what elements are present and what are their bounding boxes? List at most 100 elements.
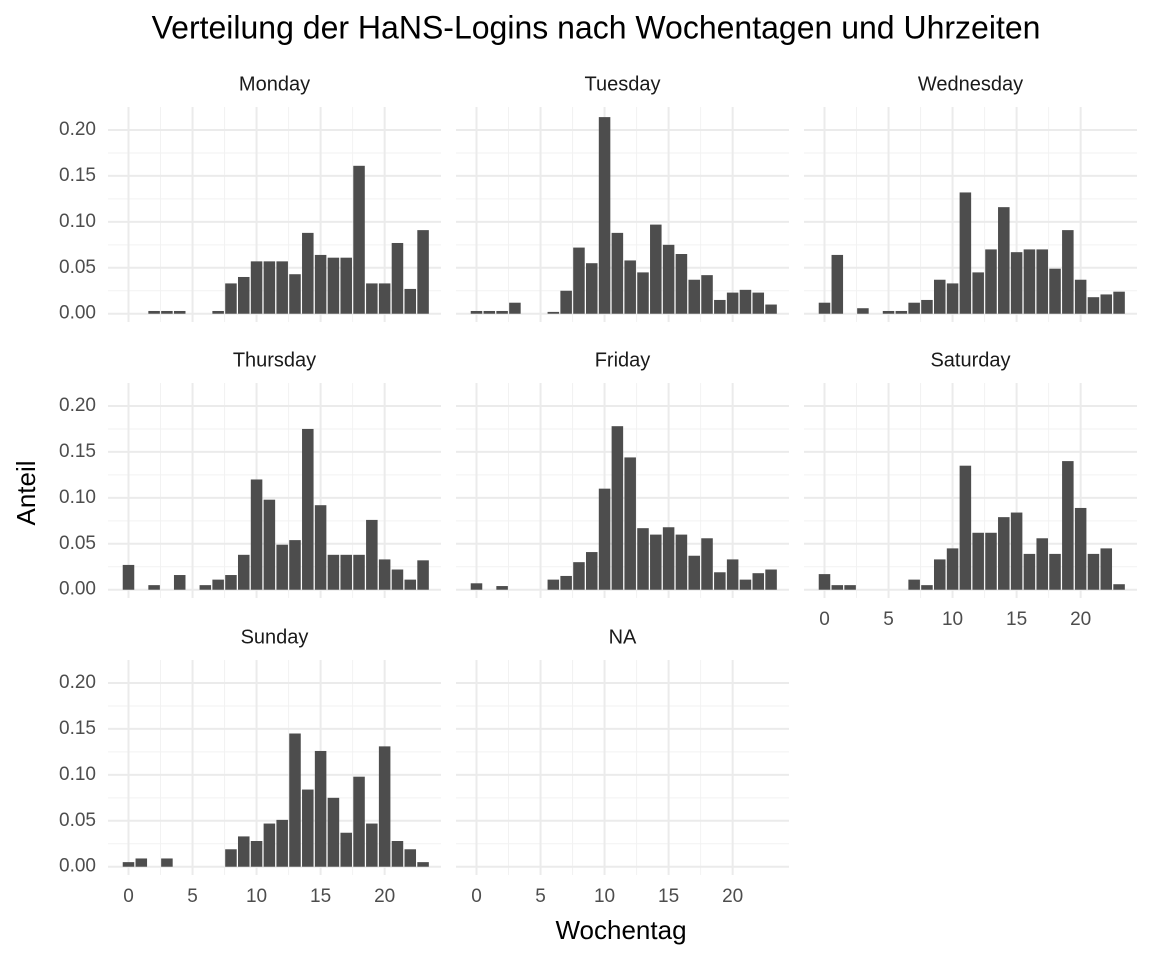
bar xyxy=(857,308,869,314)
bar xyxy=(752,292,765,314)
bar xyxy=(765,569,777,590)
x-tick-label: 0 xyxy=(123,886,134,907)
bar xyxy=(1049,553,1061,590)
bar xyxy=(714,299,726,314)
bar xyxy=(752,573,765,590)
x-tick-label: 20 xyxy=(1070,609,1091,630)
bar xyxy=(714,572,726,590)
x-tick-label: 10 xyxy=(594,886,615,907)
facet-title: Tuesday xyxy=(585,73,661,95)
bar xyxy=(378,559,391,590)
bar xyxy=(378,746,391,867)
bar xyxy=(908,579,920,590)
bar xyxy=(1113,584,1125,590)
bar xyxy=(302,789,314,867)
bar xyxy=(470,583,483,590)
facet-title: Saturday xyxy=(930,349,1010,371)
bar xyxy=(366,283,378,314)
bar xyxy=(302,428,314,590)
bar xyxy=(391,841,404,867)
bar xyxy=(161,858,173,867)
bar xyxy=(340,832,352,867)
bar xyxy=(637,272,649,314)
bar xyxy=(946,283,959,314)
bar xyxy=(199,585,212,590)
bar xyxy=(972,272,984,314)
bar xyxy=(161,310,173,314)
bar xyxy=(985,532,997,590)
x-tick-label: 15 xyxy=(658,886,679,907)
x-tick-label: 10 xyxy=(942,609,963,630)
bar xyxy=(250,261,263,314)
bar xyxy=(921,585,933,590)
bar xyxy=(314,254,327,314)
bar xyxy=(1074,279,1087,314)
bar xyxy=(1049,268,1061,314)
bar xyxy=(1023,249,1036,314)
y-tick-label: 0.00 xyxy=(59,856,96,877)
x-tick-label: 0 xyxy=(471,886,482,907)
bar xyxy=(314,750,327,867)
x-tick-label: 5 xyxy=(187,886,198,907)
bar xyxy=(1074,507,1087,590)
bar xyxy=(340,257,352,314)
bar xyxy=(573,562,585,590)
bar xyxy=(598,488,611,590)
y-tick-label: 0.20 xyxy=(59,119,96,140)
y-tick-label: 0.05 xyxy=(59,533,96,554)
bar xyxy=(611,232,624,314)
bar xyxy=(366,519,378,590)
bar xyxy=(611,426,624,590)
x-tick-label: 20 xyxy=(374,886,395,907)
bar xyxy=(933,559,946,590)
bar xyxy=(662,244,675,314)
bar xyxy=(263,261,276,314)
bar xyxy=(237,554,250,590)
bar xyxy=(844,585,856,590)
bar xyxy=(314,505,327,590)
bar xyxy=(959,465,972,590)
y-tick-label: 0.15 xyxy=(59,718,96,739)
x-tick-label: 10 xyxy=(246,886,267,907)
bar xyxy=(173,575,186,590)
bar xyxy=(302,232,314,314)
bar xyxy=(701,275,713,314)
bar xyxy=(560,290,572,314)
facet-title: Friday xyxy=(595,349,651,371)
bar xyxy=(366,823,378,867)
bar xyxy=(985,249,997,314)
bar xyxy=(1062,230,1074,314)
bar xyxy=(1113,291,1125,314)
bar xyxy=(547,579,560,590)
x-axis-label: Wochentag xyxy=(555,915,686,945)
bar xyxy=(404,579,417,590)
facet-title: NA xyxy=(609,626,637,648)
bar xyxy=(585,263,598,314)
y-tick-label: 0.20 xyxy=(59,672,96,693)
bar xyxy=(895,310,908,314)
bar xyxy=(998,517,1010,590)
bar xyxy=(560,575,572,590)
y-tick-label: 0.00 xyxy=(59,579,96,600)
bar xyxy=(250,479,263,590)
bar xyxy=(739,579,752,590)
bar xyxy=(135,858,148,867)
bar xyxy=(1010,512,1023,590)
facet-title: Thursday xyxy=(233,349,316,371)
y-tick-label: 0.05 xyxy=(59,257,96,278)
bar xyxy=(1087,297,1100,314)
bar xyxy=(509,302,521,314)
bar xyxy=(327,257,340,314)
bar xyxy=(831,254,844,314)
bar xyxy=(598,117,611,314)
bar xyxy=(225,849,237,867)
chart-title: Verteilung der HaNS-Logins nach Wochenta… xyxy=(152,9,1041,45)
bar xyxy=(959,192,972,314)
x-tick-label: 5 xyxy=(535,886,546,907)
bar xyxy=(378,283,391,314)
bar xyxy=(289,274,301,314)
facet-title: Sunday xyxy=(241,626,309,648)
bar xyxy=(225,283,237,314)
bar xyxy=(650,534,662,590)
